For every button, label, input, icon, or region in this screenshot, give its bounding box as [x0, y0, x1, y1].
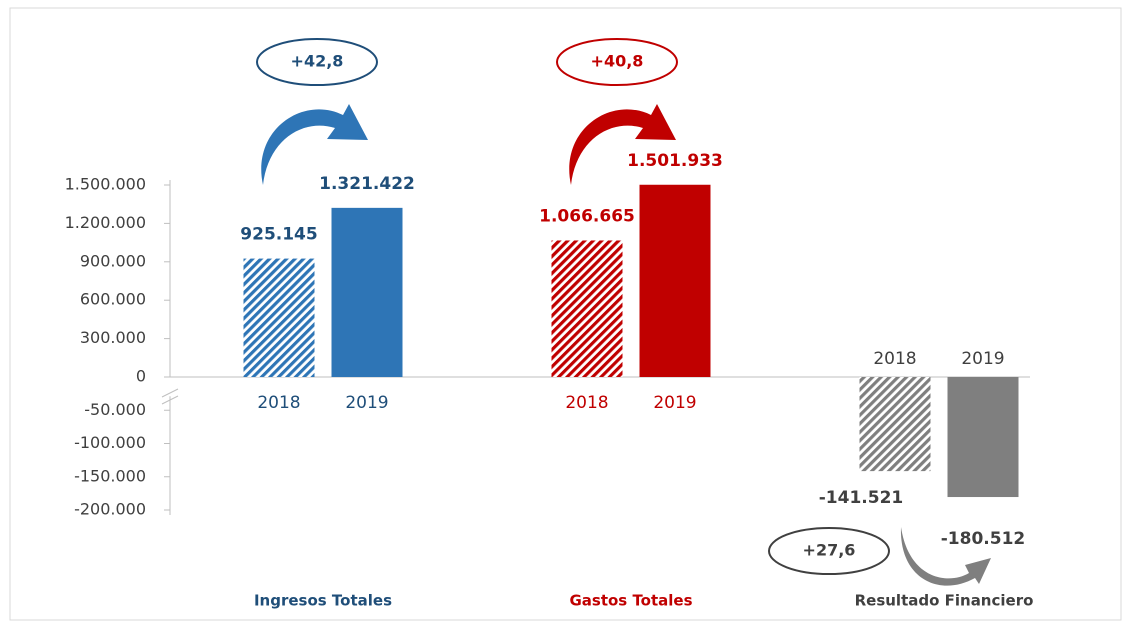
- axis-break: [161, 395, 179, 405]
- year-label: 2018: [257, 393, 300, 413]
- bar: [243, 258, 315, 377]
- category-label: Gastos Totales: [569, 592, 692, 610]
- value-label: 1.321.422: [319, 174, 415, 194]
- change-label: +40,8: [591, 52, 644, 71]
- y-tick-label: -200.000: [74, 500, 146, 519]
- value-label: 925.145: [240, 225, 317, 245]
- category-label: Resultado Financiero: [855, 592, 1034, 610]
- y-tick-label: -150.000: [74, 466, 146, 485]
- y-tick-label: 0: [136, 367, 146, 386]
- year-label: 2018: [873, 349, 916, 369]
- y-tick-label: 600.000: [80, 290, 146, 309]
- bar: [639, 184, 711, 377]
- y-tick-label: 1.500.000: [65, 175, 146, 194]
- change-arrow: [569, 104, 676, 185]
- year-label: 2018: [565, 393, 608, 413]
- frame: [9, 7, 1122, 621]
- y-tick-label: 1.200.000: [65, 213, 146, 232]
- change-oval: [556, 38, 678, 86]
- change-oval: [768, 527, 890, 575]
- change-oval: [256, 38, 378, 86]
- year-label: 2019: [961, 349, 1004, 369]
- change-arrow: [900, 527, 991, 586]
- y-tick-label: -50.000: [84, 400, 146, 419]
- y-tick-label: -100.000: [74, 433, 146, 452]
- bar: [859, 377, 931, 472]
- bar: [551, 240, 623, 377]
- value-label: -180.512: [941, 529, 1026, 549]
- change-label: +27,6: [803, 541, 856, 560]
- bar: [947, 377, 1019, 498]
- year-label: 2019: [345, 393, 388, 413]
- change-label: +42,8: [291, 52, 344, 71]
- bar: [331, 207, 403, 377]
- y-tick-label: 300.000: [80, 328, 146, 347]
- axis-break: [161, 388, 179, 398]
- change-arrow: [261, 104, 368, 185]
- value-label: -141.521: [819, 488, 904, 508]
- category-label: Ingresos Totales: [254, 592, 392, 610]
- y-tick-label: 900.000: [80, 251, 146, 270]
- year-label: 2019: [653, 393, 696, 413]
- value-label: 1.501.933: [627, 151, 723, 171]
- value-label: 1.066.665: [539, 206, 635, 226]
